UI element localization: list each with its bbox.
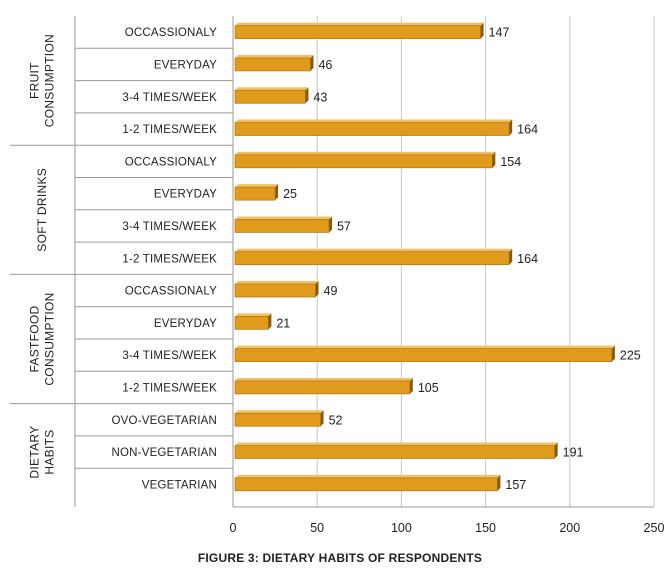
bar bbox=[235, 90, 305, 103]
bar-value-label: 105 bbox=[418, 381, 439, 395]
bar bbox=[235, 381, 410, 394]
bar-top bbox=[235, 313, 271, 316]
bar-top bbox=[235, 281, 319, 284]
x-tick-label: 250 bbox=[644, 521, 664, 535]
category-label: EVERYDAY bbox=[154, 189, 217, 201]
category-label: OCCASSIONALY bbox=[125, 27, 217, 39]
bar-value-label: 191 bbox=[563, 446, 584, 460]
bar bbox=[235, 316, 268, 329]
bar-value-label: 154 bbox=[500, 155, 521, 169]
category-label: OCCASSIONALY bbox=[125, 286, 217, 298]
bar-value-label: 164 bbox=[517, 123, 538, 137]
category-label: 3-4 TIMES/WEEK bbox=[122, 221, 217, 233]
bar bbox=[235, 219, 329, 232]
group-label: CONSUMPTION bbox=[43, 292, 57, 385]
bar-value-label: 21 bbox=[276, 316, 290, 330]
category-label: 1-2 TIMES/WEEK bbox=[122, 382, 217, 394]
bar-top bbox=[235, 216, 332, 219]
bar-layer bbox=[235, 23, 615, 491]
bar bbox=[235, 58, 310, 71]
bar-top bbox=[235, 378, 413, 381]
category-label: EVERYDAY bbox=[154, 318, 217, 330]
bar-top bbox=[235, 475, 500, 478]
category-label: OVO-VEGETARIAN bbox=[112, 415, 217, 427]
bar-value-label: 164 bbox=[517, 252, 538, 266]
category-label: OCCASSIONALY bbox=[125, 156, 217, 168]
group-label: CONSUMPTION bbox=[43, 34, 57, 127]
group-label: HABITS bbox=[43, 429, 57, 474]
bar bbox=[235, 349, 612, 362]
x-tick-label: 150 bbox=[475, 521, 496, 535]
bar bbox=[235, 187, 275, 200]
bar-top bbox=[235, 87, 308, 90]
category-label: EVERYDAY bbox=[154, 59, 217, 71]
bar-top bbox=[235, 346, 615, 349]
bar-value-label: 43 bbox=[313, 90, 327, 104]
bar-value-label: 57 bbox=[337, 219, 351, 233]
bar-top bbox=[235, 152, 495, 155]
category-label: 3-4 TIMES/WEEK bbox=[122, 350, 217, 362]
bar-value-label: 147 bbox=[489, 26, 510, 40]
bar-top bbox=[235, 23, 484, 26]
category-label: 3-4 TIMES/WEEK bbox=[122, 92, 217, 104]
group-label: FASTFOOD bbox=[28, 305, 42, 372]
bar-value-label: 49 bbox=[324, 284, 338, 298]
bar-value-label: 225 bbox=[620, 349, 641, 363]
bar-top bbox=[235, 55, 313, 58]
bar-top bbox=[235, 410, 324, 413]
bar-value-label: 157 bbox=[505, 478, 526, 492]
bar bbox=[235, 123, 509, 136]
category-label: NON-VEGETARIAN bbox=[112, 447, 217, 459]
x-tick-label: 0 bbox=[230, 521, 237, 535]
bar-top bbox=[235, 120, 512, 123]
category-label: VEGETARIAN bbox=[142, 479, 217, 491]
bar bbox=[235, 446, 555, 459]
bar bbox=[235, 478, 497, 491]
bar-top bbox=[235, 249, 512, 252]
bar-value-label: 25 bbox=[283, 187, 297, 201]
bar-top bbox=[235, 443, 558, 446]
bar bbox=[235, 252, 509, 265]
group-label: SOFT DRINKS bbox=[35, 168, 49, 252]
x-tick-label: 200 bbox=[559, 521, 580, 535]
bar bbox=[235, 413, 321, 426]
bar-top bbox=[235, 184, 278, 187]
bar-value-label: 46 bbox=[318, 58, 332, 72]
x-tick-label: 50 bbox=[310, 521, 324, 535]
group-label: DIETARY bbox=[28, 426, 42, 479]
x-tick-label: 100 bbox=[391, 521, 412, 535]
bar-value-label: 52 bbox=[329, 413, 343, 427]
bar bbox=[235, 155, 492, 168]
bar bbox=[235, 26, 481, 39]
chart-caption: FIGURE 3: DIETARY HABITS OF RESPONDENTS bbox=[198, 551, 482, 565]
group-label: FRUIT bbox=[28, 62, 42, 99]
category-label: 1-2 TIMES/WEEK bbox=[122, 124, 217, 136]
bar bbox=[235, 284, 316, 297]
category-label: 1-2 TIMES/WEEK bbox=[122, 253, 217, 265]
